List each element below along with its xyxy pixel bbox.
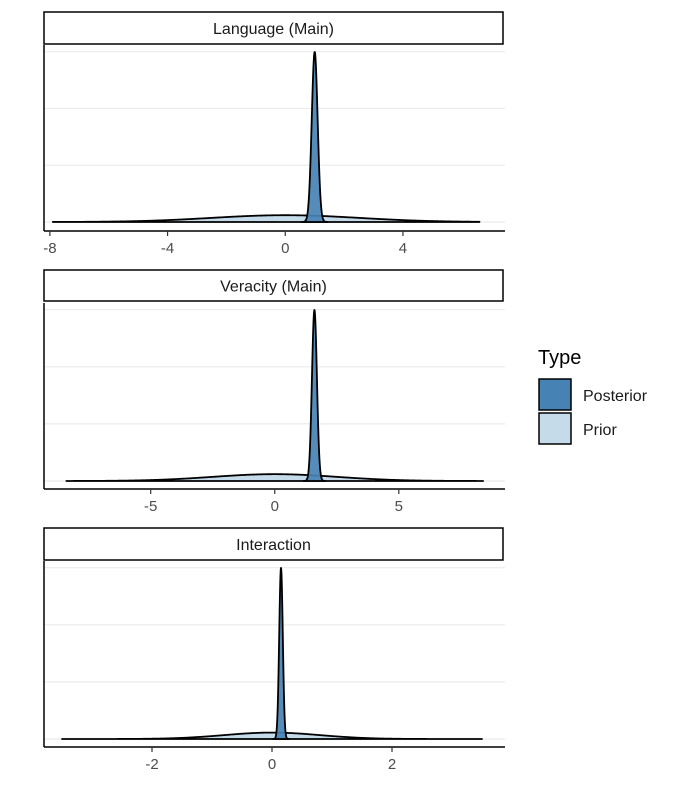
panel-3: Interaction -2 0 2 (43, 527, 505, 773)
panel-title: Language (Main) (213, 21, 334, 38)
x-tick-label: 4 (399, 240, 407, 257)
x-tick-label: 0 (271, 498, 279, 515)
x-tick-label: 5 (395, 498, 403, 515)
posterior-density (300, 51, 329, 223)
x-tick-label: -8 (43, 240, 56, 257)
legend-key-posterior (538, 378, 572, 411)
x-tick-label: 0 (281, 240, 289, 257)
panel-title: Veracity (Main) (220, 279, 327, 296)
x-tick-label: 0 (268, 756, 276, 773)
x-tick-label: -4 (161, 240, 174, 257)
strip-box (43, 527, 504, 561)
prior-density (61, 731, 483, 740)
legend-title: Type (538, 347, 581, 369)
x-tick-label: 2 (388, 756, 396, 773)
posterior-density (302, 309, 327, 482)
x-tick-label: -2 (145, 756, 158, 773)
legend-label-posterior: Posterior (583, 388, 648, 405)
x-tick-label: -5 (144, 498, 157, 515)
legend-key-prior (538, 412, 572, 445)
legend-label-prior: Prior (583, 422, 617, 439)
prior-density (51, 214, 481, 223)
posterior-density (272, 567, 290, 740)
panels: Language (Main) -8 -4 0 4 Veracity (Main) -5 0 5… (43, 11, 505, 773)
strip-box (43, 11, 504, 45)
strip-box (43, 269, 504, 302)
panel-2: Veracity (Main) -5 0 5 (43, 269, 505, 515)
prior-density (65, 473, 485, 482)
panel-1: Language (Main) -8 -4 0 4 (43, 11, 505, 257)
legend: Type Posterior Prior (538, 347, 648, 445)
panel-title: Interaction (236, 537, 311, 554)
